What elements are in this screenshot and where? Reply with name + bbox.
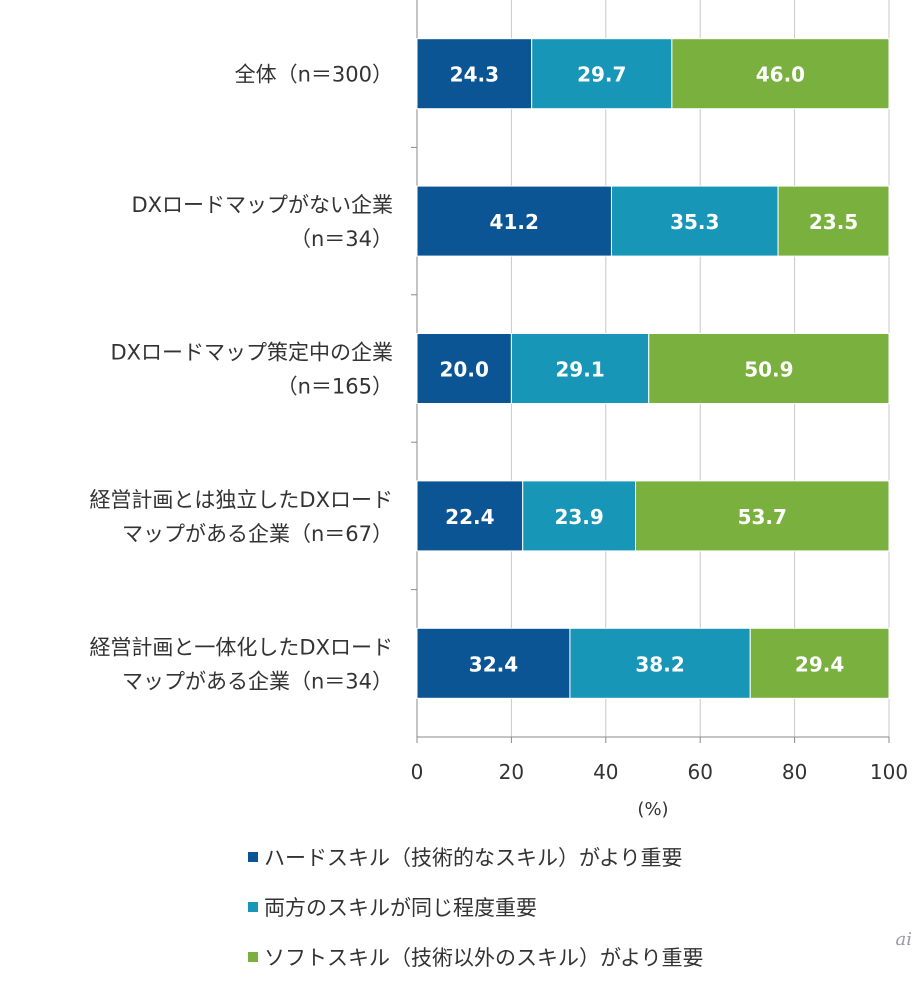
stacked-bar-chart: 0 20 40 60 80 100 (%) 24.3 29.7 46.0 全体（n＝300） 41.2… <box>89 0 908 820</box>
data-label: 29.4 <box>795 652 844 676</box>
data-label: 20.0 <box>440 358 489 382</box>
bar-segment <box>416 333 512 404</box>
bar-segment <box>531 38 673 110</box>
legend-label: ハードスキル（技術的なスキル）がより重要 <box>264 846 683 870</box>
data-label: 46.0 <box>756 63 805 87</box>
bar-segment <box>777 185 890 257</box>
legend-label: 両方のスキルが同じ程度重要 <box>264 896 537 920</box>
category-label: DXロードマップがない企業 <box>131 193 393 217</box>
category-label: DXロードマップ策定中の企業 <box>110 341 393 365</box>
x-axis-label: (%) <box>637 799 668 820</box>
legend-swatch <box>248 952 258 962</box>
legend-swatch <box>248 902 258 912</box>
data-label: 50.9 <box>744 358 793 382</box>
bar-segment <box>510 333 650 404</box>
data-label: 38.2 <box>635 652 684 676</box>
bar-segment <box>416 38 533 110</box>
legend-item: 両方のスキルが同じ程度重要 <box>248 882 704 932</box>
data-label: 22.4 <box>445 505 494 529</box>
data-label: 24.3 <box>450 63 499 87</box>
category-label: 経営計画と一体化したDXロード <box>89 635 393 659</box>
bar-segment <box>671 38 890 110</box>
data-label: 32.4 <box>469 652 518 676</box>
category-label: 経営計画とは独立したDXロード <box>89 488 393 512</box>
bar-segment <box>648 333 890 404</box>
legend-item: ハードスキル（技術的なスキル）がより重要 <box>248 832 704 882</box>
bar-segment <box>635 480 890 552</box>
legend-item: ソフトスキル（技術以外のスキル）がより重要 <box>248 932 704 982</box>
category-label: （n＝165） <box>277 375 393 399</box>
watermark: ai <box>895 929 913 950</box>
category-label: マップがある企業（n＝67） <box>122 522 393 546</box>
bar-segment <box>416 480 524 552</box>
x-tick-label: 60 <box>687 760 712 784</box>
data-label: 53.7 <box>738 505 787 529</box>
bar-segment <box>749 627 890 699</box>
data-label: 29.1 <box>555 358 604 382</box>
data-label: 23.5 <box>809 210 858 234</box>
data-label: 29.7 <box>577 63 626 87</box>
data-label: 23.9 <box>554 505 603 529</box>
data-label: 41.2 <box>490 210 539 234</box>
legend-swatch <box>248 852 258 862</box>
bar-segment <box>416 185 612 257</box>
bar-segment <box>522 480 637 552</box>
x-tick-label: 20 <box>499 760 524 784</box>
x-tick-label: 100 <box>870 760 908 784</box>
bar-segment <box>416 627 571 699</box>
data-label: 35.3 <box>670 210 719 234</box>
category-label: （n＝34） <box>290 227 393 251</box>
category-label: 全体（n＝300） <box>235 63 393 87</box>
x-tick-label: 80 <box>782 760 807 784</box>
legend-label: ソフトスキル（技術以外のスキル）がより重要 <box>264 946 704 970</box>
x-tick-label: 40 <box>593 760 618 784</box>
x-tick-label: 0 <box>411 760 424 784</box>
category-label: マップがある企業（n＝34） <box>122 669 393 693</box>
